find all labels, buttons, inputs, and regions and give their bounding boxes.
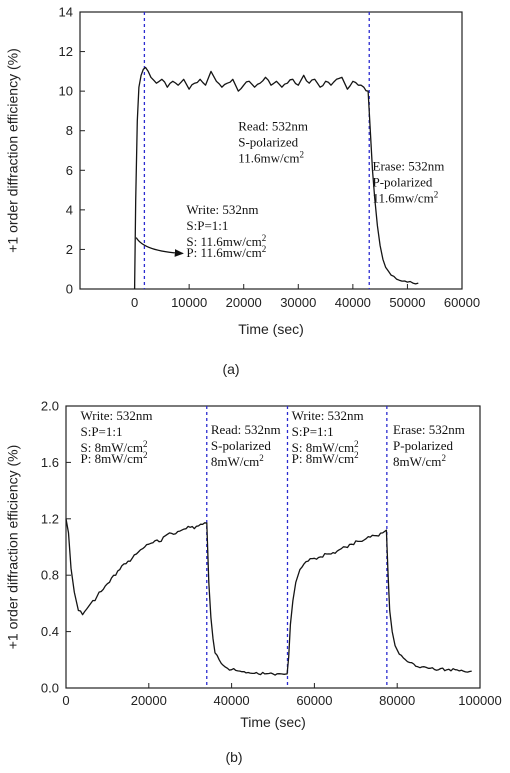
chart-b-y-tick-label: 0.0 — [41, 681, 59, 696]
chart-b-y-tick-label: 1.2 — [41, 511, 59, 526]
chart-b-x-axis-title: Time (sec) — [240, 714, 306, 730]
chart-b-plot-frame — [65, 405, 481, 689]
chart-b-x-tick-label: 0 — [62, 693, 69, 708]
chart-a-y-tick-label: 2 — [66, 242, 73, 257]
chart-b-panel-label: (b) — [225, 749, 242, 765]
chart-b-annotation-2: Read: 532nm S-polarized 8mW/cm2 — [211, 422, 281, 469]
chart-a-annotation-3: Write: 532nm S:P=1:1 S: 11.6mw/cm2 P: 11.6m… — [186, 202, 266, 260]
chart-b-x-tick-label: 80000 — [379, 693, 415, 708]
chart-a-write-arrow — [135, 237, 184, 257]
chart-a-x-axis-title: Time (sec) — [238, 321, 304, 337]
chart-b-y-tick-label: 1.6 — [41, 455, 59, 470]
chart-b-annotation-1: Write: 532nm S:P=1:1 S: 8mW/cm2 P: 8mW/cm2 — [80, 408, 152, 466]
chart-b-annotation-4: Erase: 532nm P-polarized 8mW/cm2 — [393, 422, 465, 469]
chart-b-x-tick-label: 20000 — [131, 693, 167, 708]
chart-a-series-line — [133, 66, 419, 290]
chart-a-y-tick-label: 6 — [66, 163, 73, 178]
chart-panel-b: 0 20000 40000 60000 80000 100000 0.0 0.4 0.8 1.2 1… — [5, 399, 502, 766]
chart-a-plot-frame — [79, 11, 463, 290]
chart-b-y-tick-label: 2.0 — [41, 399, 59, 414]
chart-a-y-tick-label: 12 — [59, 44, 73, 59]
chart-panel-a: 0 10000 20000 30000 40000 50000 60000 0 2 4 6 8 10 12… — [5, 5, 480, 378]
chart-b-y-tick-label: 0.8 — [41, 568, 59, 583]
chart-b-series-line — [65, 518, 472, 676]
chart-b-y-axis-title: +1 order diffraction efficiency (%) — [5, 445, 21, 650]
chart-a-y-tick-label: 14 — [59, 5, 73, 20]
chart-a-y-tick-label: 0 — [66, 282, 73, 297]
chart-a-x-tick-label: 30000 — [280, 295, 316, 310]
chart-a-annotation-2: Erase: 532nm P-polarized 11.6mw/cm2 — [373, 158, 445, 205]
chart-b-x-tick-label: 40000 — [214, 693, 250, 708]
chart-a-x-tick-label: 10000 — [171, 295, 207, 310]
chart-a-x-tick-label: 0 — [131, 295, 138, 310]
chart-b-x-tick-label: 100000 — [458, 693, 501, 708]
chart-a-panel-label: (a) — [222, 361, 239, 377]
chart-a-y-axis-title: +1 order diffraction efficiency (%) — [5, 48, 21, 253]
chart-b-x-tick-label: 60000 — [296, 693, 332, 708]
chart-b-y-tick-label: 0.4 — [41, 624, 59, 639]
chart-a-x-tick-label: 50000 — [389, 295, 425, 310]
chart-a-x-tick-label: 20000 — [226, 295, 262, 310]
chart-a-annotation-1: Read: 532nm S-polarized 11.6mw/cm2 — [238, 119, 308, 166]
chart-b-annotation-3: Write: 532nm S:P=1:1 S: 8mW/cm2 P: 8mW/cm2 — [292, 408, 364, 466]
chart-a-y-tick-label: 10 — [59, 84, 73, 99]
chart-a-y-tick-label: 8 — [66, 123, 73, 138]
chart-a-y-tick-label: 4 — [66, 202, 73, 217]
chart-a-x-tick-label: 60000 — [444, 295, 480, 310]
chart-a-x-tick-label: 40000 — [335, 295, 371, 310]
